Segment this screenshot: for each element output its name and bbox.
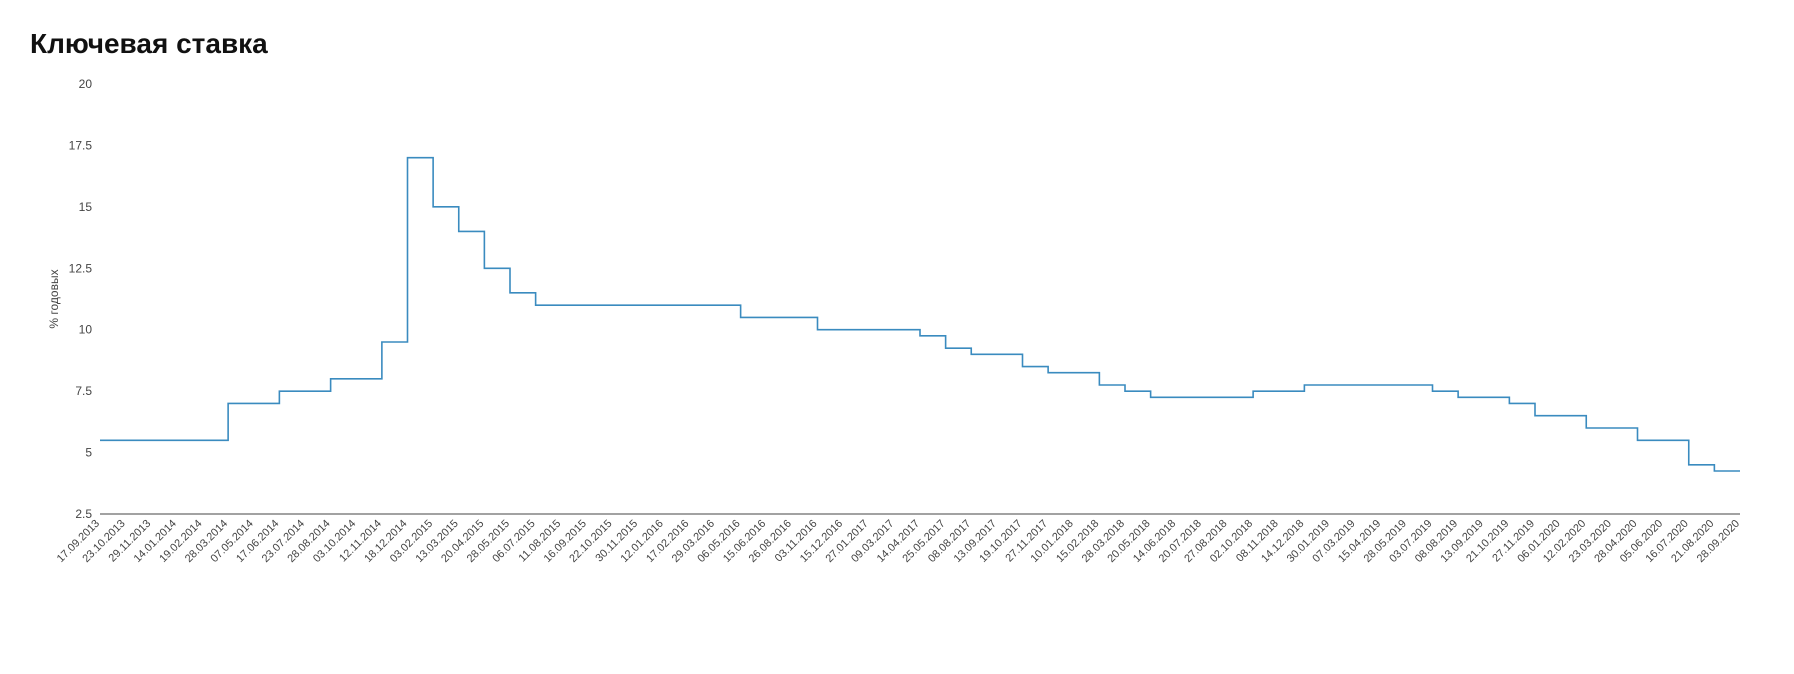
chart-title: Ключевая ставка <box>30 28 1764 60</box>
svg-text:12.5: 12.5 <box>69 261 93 275</box>
svg-text:15: 15 <box>79 200 93 214</box>
svg-text:5: 5 <box>85 446 92 460</box>
svg-text:7.5: 7.5 <box>75 384 92 398</box>
chart-svg: 2.557.51012.51517.520% годовых17.09.2013… <box>40 74 1760 634</box>
chart-area: 2.557.51012.51517.520% годовых17.09.2013… <box>40 74 1760 634</box>
svg-text:2.5: 2.5 <box>75 507 92 521</box>
chart-page: Ключевая ставка 2.5 5 7.5 10 12.5 15 17.5 20 % г… <box>0 0 1794 674</box>
svg-text:10: 10 <box>79 323 93 337</box>
svg-text:20: 20 <box>79 77 93 91</box>
svg-text:17.5: 17.5 <box>69 138 93 152</box>
svg-text:% годовых: % годовых <box>47 269 61 328</box>
